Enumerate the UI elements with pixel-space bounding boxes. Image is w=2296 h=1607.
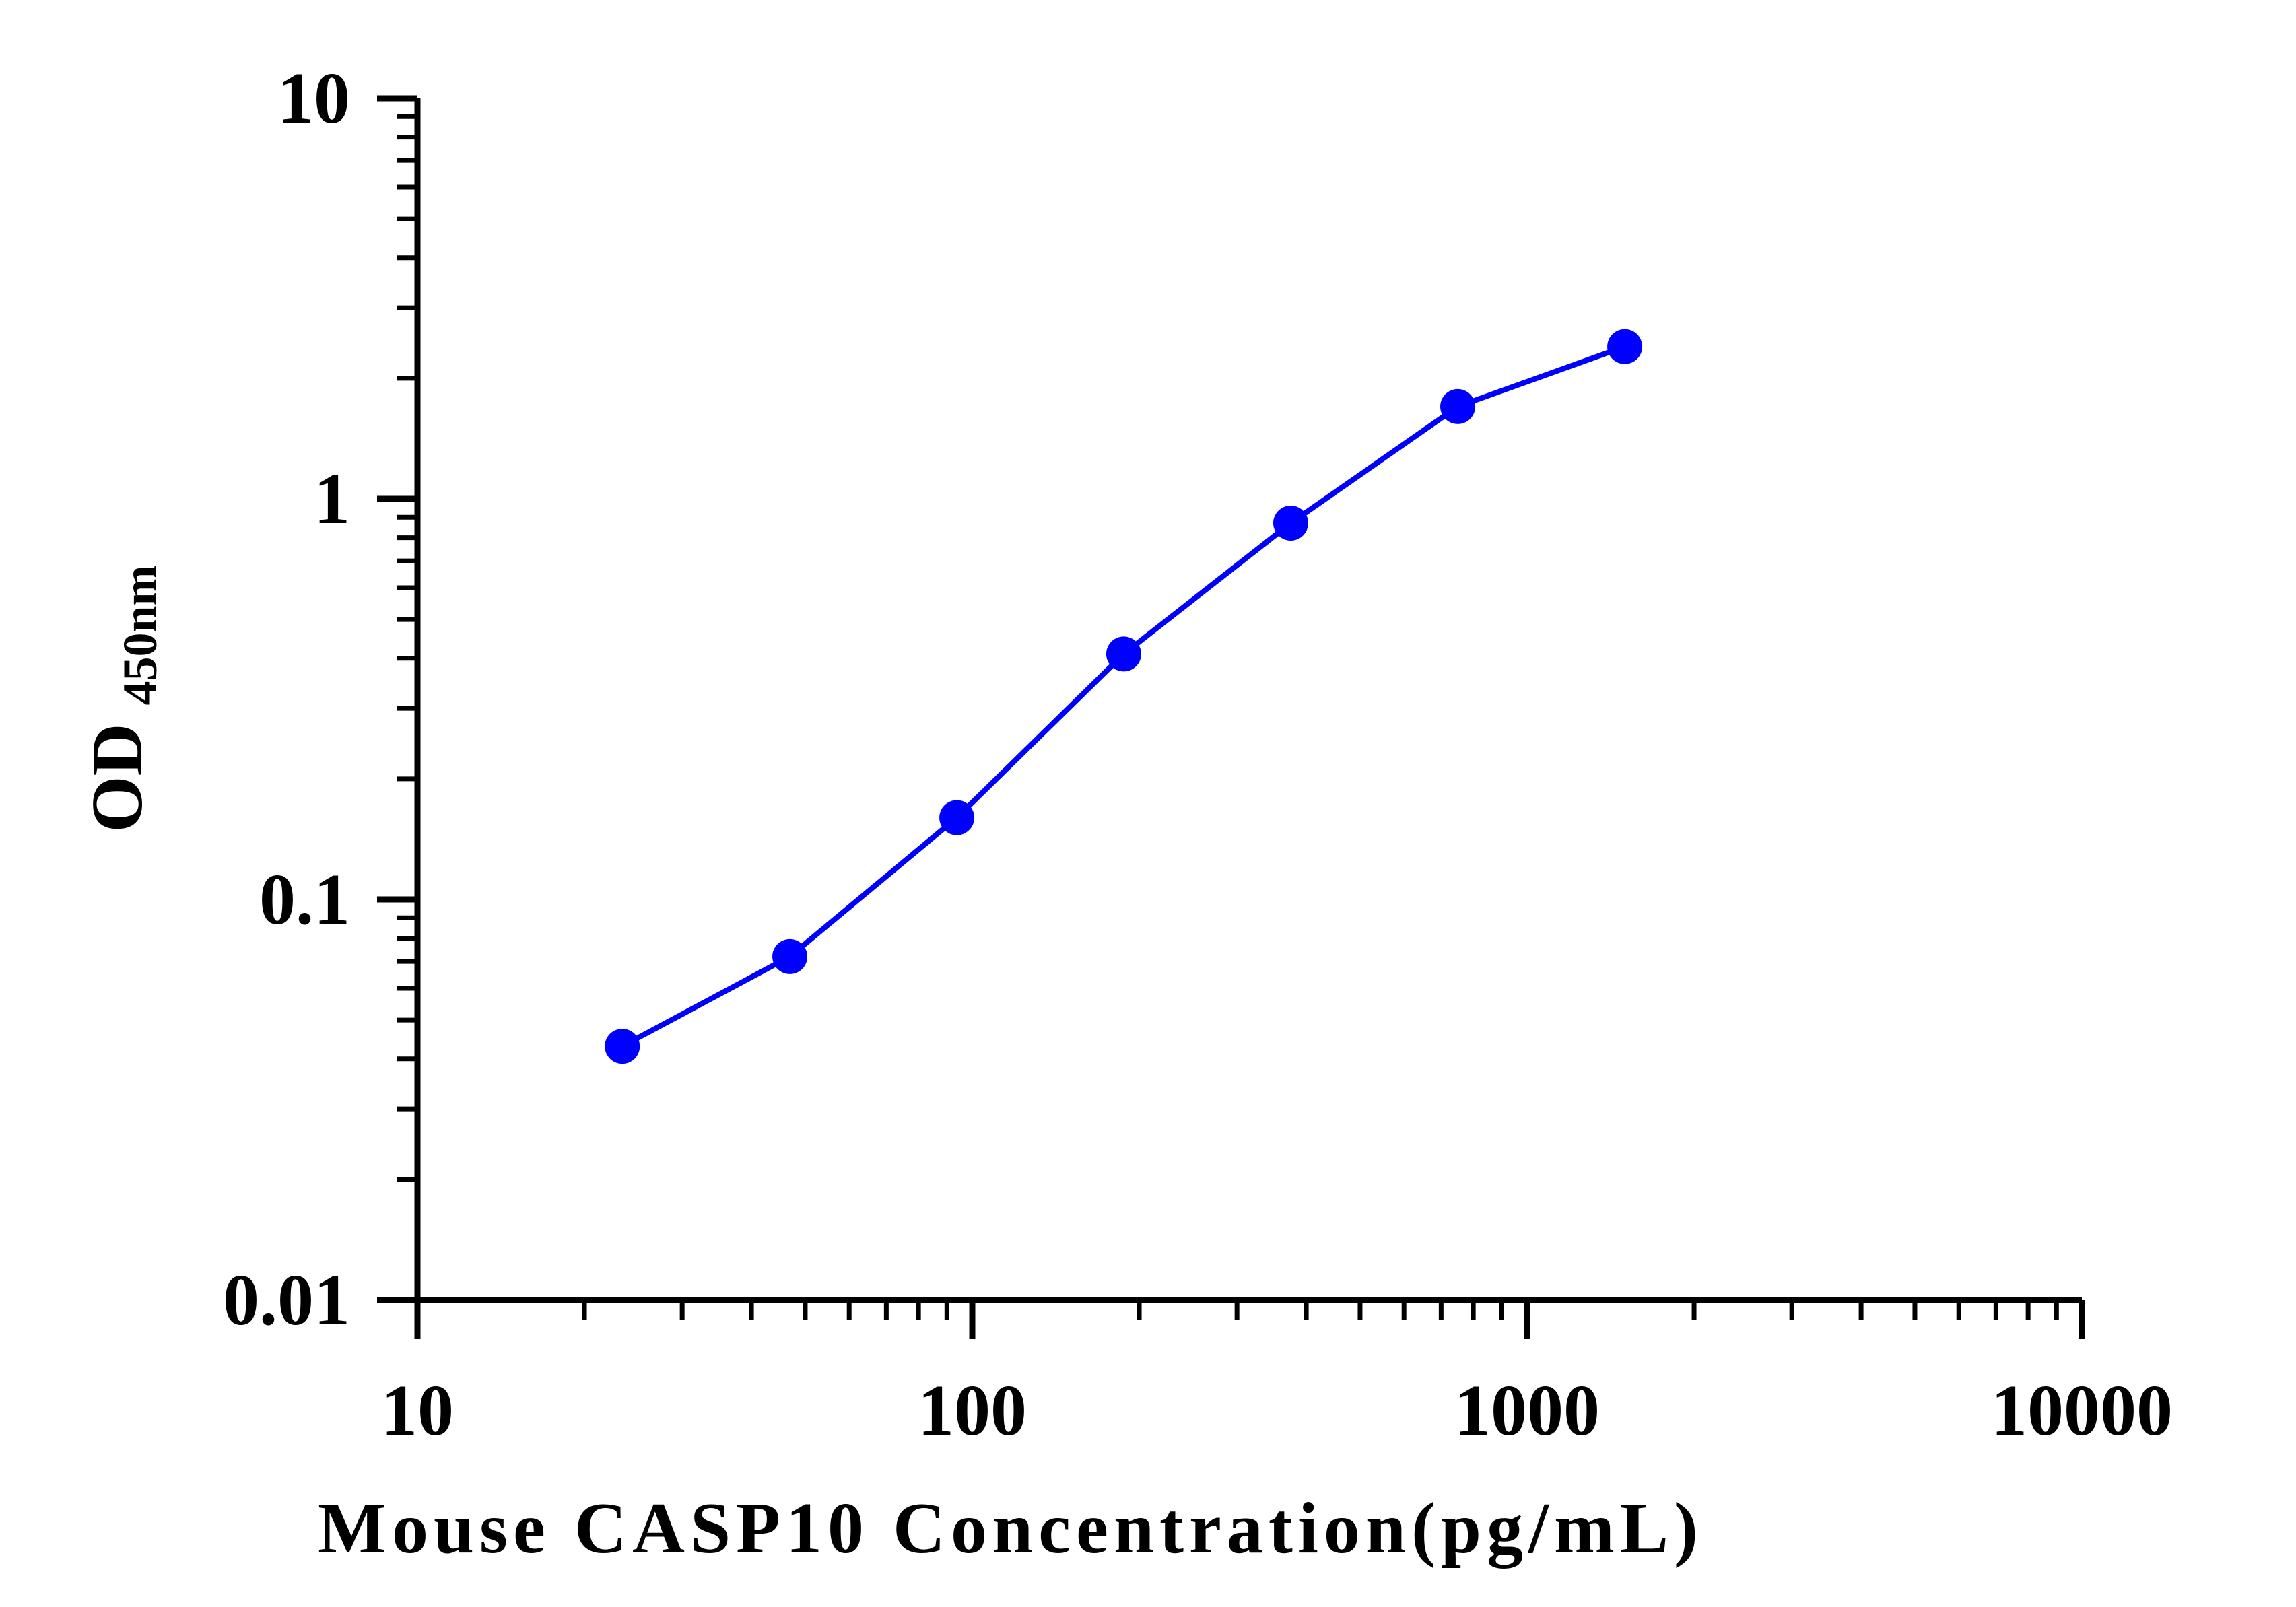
series-line	[621, 344, 1626, 1049]
x-tick-label: 10000	[1991, 1371, 2173, 1451]
y-tick-label: 0.01	[223, 1260, 350, 1340]
data-point	[1440, 388, 1476, 424]
tick-labels: 0.01 0.1 1 10 10 100 1000 10000	[223, 59, 2173, 1451]
y-axis-title: OD 450nm	[77, 565, 167, 832]
data-point	[939, 800, 975, 835]
y-tick-label: 0.1	[259, 860, 350, 940]
x-tick-label: 1000	[1454, 1371, 1600, 1451]
y-axis-title-subscript: 450nm	[113, 565, 167, 705]
axes	[414, 98, 2082, 1303]
series	[605, 329, 1643, 1064]
data-point	[1106, 636, 1141, 672]
data-point	[772, 938, 808, 974]
y-tick-label: 1	[314, 459, 350, 539]
y-axis-title-main: OD	[77, 724, 158, 833]
data-point	[1273, 505, 1309, 541]
ticks	[377, 95, 2085, 1339]
data-point	[1607, 329, 1643, 364]
data-point	[605, 1029, 640, 1064]
x-tick-label: 100	[918, 1371, 1027, 1451]
x-axis-title: Mouse CASP10 Concentration(pg/mL)	[318, 1489, 1703, 1569]
x-tick-label: 10	[381, 1371, 454, 1451]
y-tick-label: 10	[277, 59, 350, 139]
